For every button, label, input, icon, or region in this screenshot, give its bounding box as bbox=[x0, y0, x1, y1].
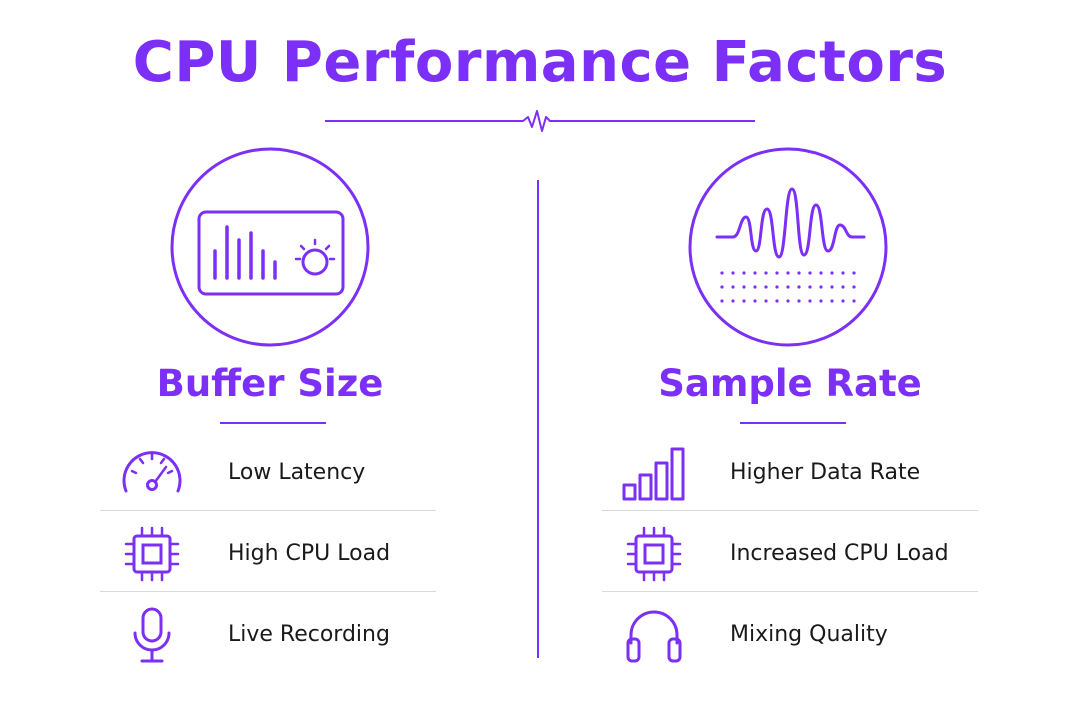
heading-underline bbox=[740, 422, 846, 424]
heading-underline bbox=[220, 422, 326, 424]
sample-dot bbox=[731, 271, 735, 275]
sample-rate-column: Sample Rate Higher Data Rate Increased C… bbox=[600, 0, 980, 720]
title-divider-waveform bbox=[325, 110, 755, 132]
sample-dot bbox=[797, 299, 801, 303]
sample-dot bbox=[808, 271, 812, 275]
speedometer-icon bbox=[122, 451, 182, 493]
sample-dot bbox=[731, 285, 735, 289]
sample-dot bbox=[775, 271, 779, 275]
factor-label: High CPU Load bbox=[228, 541, 391, 566]
audio-interface-icon bbox=[170, 147, 370, 347]
sample-dot bbox=[786, 271, 790, 275]
sample-dot bbox=[775, 285, 779, 289]
sample-dot bbox=[830, 285, 834, 289]
factor-label: Mixing Quality bbox=[730, 622, 888, 647]
factor-low-latency: Low Latency bbox=[100, 433, 436, 511]
sample-dot bbox=[731, 299, 735, 303]
sample-dot bbox=[797, 285, 801, 289]
microphone-icon bbox=[133, 607, 171, 663]
sample-dot bbox=[720, 271, 724, 275]
sample-dot bbox=[742, 271, 746, 275]
sample-dot bbox=[841, 285, 845, 289]
sample-dot bbox=[742, 285, 746, 289]
sample-dot bbox=[753, 285, 757, 289]
factor-mixing-quality: Mixing Quality bbox=[602, 595, 978, 673]
waveform-icon bbox=[688, 147, 888, 347]
factor-label: Higher Data Rate bbox=[730, 460, 921, 485]
sample-dot bbox=[764, 271, 768, 275]
sample-dot bbox=[775, 299, 779, 303]
headphones-icon bbox=[626, 610, 682, 663]
sample-dot bbox=[764, 299, 768, 303]
sample-dot bbox=[753, 271, 757, 275]
sample-dot bbox=[786, 285, 790, 289]
sample-dot bbox=[720, 299, 724, 303]
factor-live-recording: Live Recording bbox=[100, 595, 436, 673]
column-divider bbox=[537, 180, 539, 658]
factor-higher-data-rate: Higher Data Rate bbox=[602, 433, 978, 511]
sample-dot bbox=[720, 285, 724, 289]
sample-dot bbox=[808, 285, 812, 289]
sample-dot bbox=[819, 271, 823, 275]
sample-dot bbox=[742, 299, 746, 303]
cpu-chip-icon bbox=[124, 526, 180, 582]
sample-dots bbox=[720, 271, 856, 303]
signal-bars-icon bbox=[622, 447, 685, 501]
sample-dot bbox=[830, 299, 834, 303]
sample-dot bbox=[830, 271, 834, 275]
sample-dot bbox=[841, 271, 845, 275]
sample-dot bbox=[786, 299, 790, 303]
sample-dot bbox=[852, 271, 856, 275]
sample-dot bbox=[819, 285, 823, 289]
sample-dot bbox=[797, 271, 801, 275]
sample-dot bbox=[753, 299, 757, 303]
sample-dot bbox=[841, 299, 845, 303]
factor-high-cpu-load: High CPU Load bbox=[100, 514, 436, 592]
buffer-size-heading: Buffer Size bbox=[156, 362, 384, 405]
buffer-size-column: Buffer Size Low Latency bbox=[90, 0, 470, 720]
sample-dot bbox=[819, 299, 823, 303]
factor-label: Low Latency bbox=[228, 460, 366, 485]
sample-dot bbox=[764, 285, 768, 289]
sample-dot bbox=[808, 299, 812, 303]
cpu-chip-icon bbox=[626, 526, 682, 582]
sample-dot bbox=[852, 285, 856, 289]
sample-rate-heading: Sample Rate bbox=[658, 362, 922, 405]
factor-increased-cpu-load: Increased CPU Load bbox=[602, 514, 978, 592]
page-title: CPU Performance Factors bbox=[132, 30, 948, 95]
factor-label: Increased CPU Load bbox=[730, 541, 949, 566]
sample-dot bbox=[852, 299, 856, 303]
factor-label: Live Recording bbox=[228, 622, 390, 647]
